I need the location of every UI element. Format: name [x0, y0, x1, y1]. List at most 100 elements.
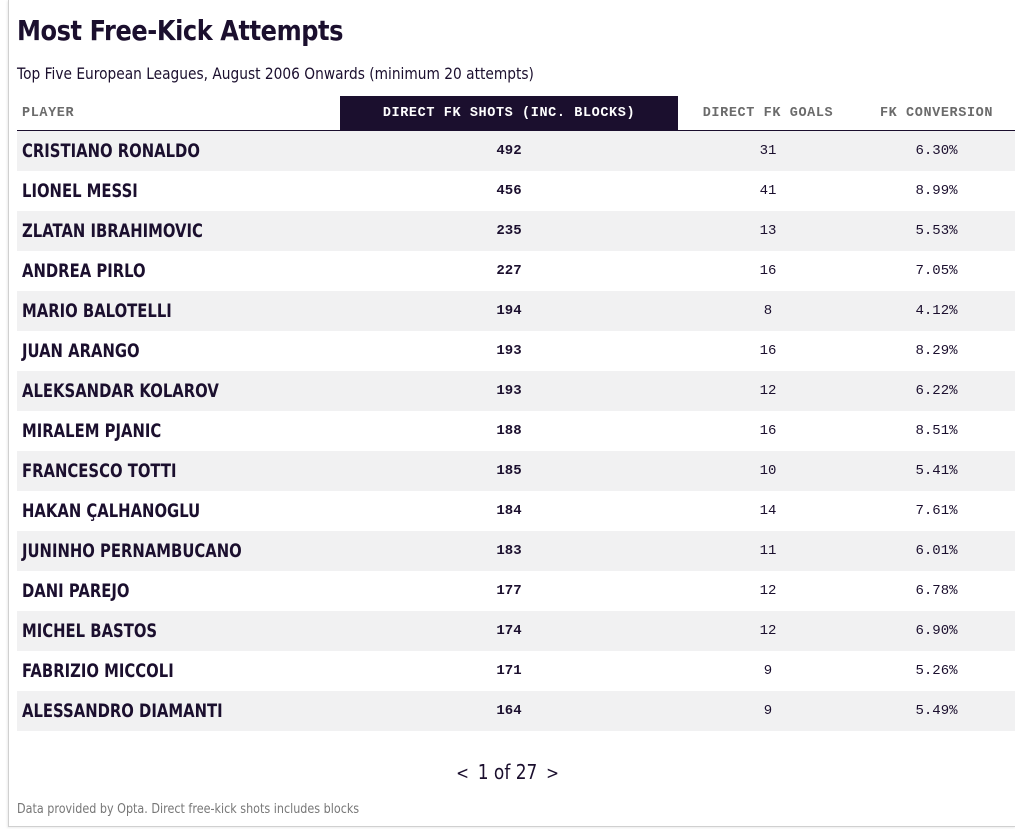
column-header-conversion[interactable]: FK CONVERSION — [858, 96, 1015, 131]
table-row: MARIO BALOTELLI 194 8 4.12% — [17, 291, 1015, 331]
shots-cell: 184 — [496, 503, 522, 519]
player-name: LIONEL MESSI — [22, 180, 138, 202]
shots-cell: 171 — [496, 663, 522, 679]
player-name-cell: ANDREA PIRLO — [17, 251, 340, 291]
shots-cell: 492 — [340, 130, 678, 171]
player-name: JUNINHO PERNAMBUCANO — [22, 540, 242, 562]
player-name: ZLATAN IBRAHIMOVIC — [22, 220, 203, 242]
conversion-cell: 5.53% — [858, 211, 1015, 251]
conversion-cell: 4.12% — [858, 291, 1015, 331]
shots-cell: 194 — [340, 291, 678, 331]
table-row: MIRALEM PJANIC 188 16 8.51% — [17, 411, 1015, 451]
goals-cell: 13 — [678, 211, 858, 251]
goals-cell: 11 — [678, 531, 858, 571]
shots-cell: 193 — [496, 343, 522, 359]
conversion-cell: 5.26% — [915, 663, 958, 679]
shots-cell: 227 — [496, 263, 522, 279]
page-title: Most Free-Kick Attempts — [17, 14, 344, 47]
shots-cell: 456 — [496, 183, 522, 199]
shots-cell: 193 — [340, 371, 678, 411]
table-row: HAKAN ÇALHANOGLU 184 14 7.61% — [17, 491, 1015, 531]
player-name-cell: LIONEL MESSI — [17, 171, 340, 211]
page-subtitle: Top Five European Leagues, August 2006 O… — [17, 64, 534, 83]
shots-cell: 235 — [340, 211, 678, 251]
conversion-cell: 6.22% — [858, 371, 1015, 411]
player-name: JUAN ARANGO — [22, 340, 140, 362]
next-page-button[interactable]: > — [546, 763, 559, 784]
table-row: FABRIZIO MICCOLI 171 9 5.26% — [17, 651, 1015, 691]
shots-cell: 177 — [496, 583, 522, 599]
player-name: MICHEL BASTOS — [22, 620, 158, 642]
player-name-cell: ALESSANDRO DIAMANTI — [17, 691, 340, 731]
player-name: MIRALEM PJANIC — [22, 420, 162, 442]
shots-cell: 174 — [340, 611, 678, 651]
table-row: ALEKSANDAR KOLAROV 193 12 6.22% — [17, 371, 1015, 411]
table-row: DANI PAREJO 177 12 6.78% — [17, 571, 1015, 611]
goals-cell: 31 — [678, 130, 858, 171]
goals-cell: 12 — [678, 611, 858, 651]
conversion-cell: 8.99% — [915, 183, 958, 199]
shots-cell: 188 — [496, 423, 522, 439]
goals-cell: 16 — [759, 343, 777, 359]
player-name: ALESSANDRO DIAMANTI — [22, 700, 223, 722]
player-name-cell: HAKAN ÇALHANOGLU — [17, 491, 340, 531]
table-row: LIONEL MESSI 456 41 8.99% — [17, 171, 1015, 211]
table-row: ZLATAN IBRAHIMOVIC 235 13 5.53% — [17, 211, 1015, 251]
pagination: < 1 of 27 > — [0, 760, 1015, 784]
shots-cell: 183 — [340, 531, 678, 571]
player-name: ALEKSANDAR KOLAROV — [22, 380, 219, 402]
player-name-cell: MICHEL BASTOS — [17, 611, 340, 651]
conversion-cell: 8.29% — [915, 343, 958, 359]
page-indicator: 1 of 27 — [477, 760, 538, 784]
player-name: DANI PAREJO — [22, 580, 130, 602]
table-row: CRISTIANO RONALDO 492 31 6.30% — [17, 130, 1015, 171]
player-name: FABRIZIO MICCOLI — [22, 660, 174, 682]
goals-cell: 12 — [678, 371, 858, 411]
player-name-cell: FRANCESCO TOTTI — [17, 451, 340, 491]
conversion-cell: 5.41% — [858, 451, 1015, 491]
prev-page-button[interactable]: < — [456, 763, 469, 784]
player-name-cell: FABRIZIO MICCOLI — [17, 651, 340, 691]
goals-cell: 16 — [759, 423, 777, 439]
goals-cell: 8 — [678, 291, 858, 331]
goals-cell: 10 — [678, 451, 858, 491]
player-name-cell: JUNINHO PERNAMBUCANO — [17, 531, 340, 571]
table-header-row: PLAYER DIRECT FK SHOTS (INC. BLOCKS) DIR… — [17, 96, 1015, 131]
player-name-cell: ALEKSANDAR KOLAROV — [17, 371, 340, 411]
conversion-cell: 7.61% — [915, 503, 958, 519]
conversion-cell: 6.90% — [858, 611, 1015, 651]
player-name-cell: CRISTIANO RONALDO — [17, 130, 340, 171]
table-row: JUAN ARANGO 193 16 8.29% — [17, 331, 1015, 371]
player-name-cell: JUAN ARANGO — [17, 331, 340, 371]
column-header-player[interactable]: PLAYER — [17, 96, 340, 131]
player-name: HAKAN ÇALHANOGLU — [22, 500, 201, 522]
conversion-cell: 6.30% — [858, 130, 1015, 171]
column-header-shots[interactable]: DIRECT FK SHOTS (INC. BLOCKS) — [340, 96, 678, 131]
table-row: ALESSANDRO DIAMANTI 164 9 5.49% — [17, 691, 1015, 731]
goals-cell: 41 — [759, 183, 777, 199]
goals-cell: 9 — [763, 663, 773, 679]
goals-cell: 9 — [678, 691, 858, 731]
table-row: FRANCESCO TOTTI 185 10 5.41% — [17, 451, 1015, 491]
conversion-cell: 6.01% — [858, 531, 1015, 571]
goals-cell: 16 — [759, 263, 777, 279]
table-body: CRISTIANO RONALDO 492 31 6.30% LIONEL MESSI 4… — [17, 130, 1015, 731]
shots-cell: 185 — [340, 451, 678, 491]
conversion-cell: 5.49% — [858, 691, 1015, 731]
shots-cell: 164 — [340, 691, 678, 731]
goals-cell: 14 — [759, 503, 777, 519]
goals-cell: 12 — [759, 583, 777, 599]
column-header-goals[interactable]: DIRECT FK GOALS — [678, 96, 858, 131]
conversion-cell: 6.78% — [915, 583, 958, 599]
table-row: JUNINHO PERNAMBUCANO 183 11 6.01% — [17, 531, 1015, 571]
player-name-cell: DANI PAREJO — [17, 571, 340, 611]
player-name: FRANCESCO TOTTI — [22, 460, 177, 482]
footnote: Data provided by Opta. Direct free-kick … — [17, 802, 360, 817]
player-name-cell: ZLATAN IBRAHIMOVIC — [17, 211, 340, 251]
player-name: ANDREA PIRLO — [22, 260, 146, 282]
stats-table: PLAYER DIRECT FK SHOTS (INC. BLOCKS) DIR… — [17, 96, 1015, 731]
player-name-cell: MARIO BALOTELLI — [17, 291, 340, 331]
player-name: MARIO BALOTELLI — [22, 300, 172, 322]
table-row: MICHEL BASTOS 174 12 6.90% — [17, 611, 1015, 651]
player-name-cell: MIRALEM PJANIC — [17, 411, 340, 451]
